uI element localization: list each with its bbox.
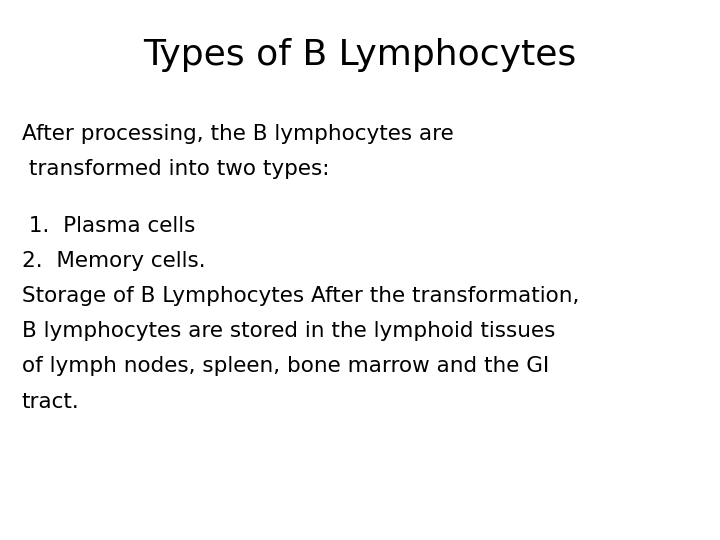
Text: tract.: tract.	[22, 392, 79, 411]
Text: of lymph nodes, spleen, bone marrow and the GI: of lymph nodes, spleen, bone marrow and …	[22, 356, 549, 376]
Text: Storage of B Lymphocytes After the transformation,: Storage of B Lymphocytes After the trans…	[22, 286, 579, 306]
Text: Types of B Lymphocytes: Types of B Lymphocytes	[143, 38, 577, 72]
Text: B lymphocytes are stored in the lymphoid tissues: B lymphocytes are stored in the lymphoid…	[22, 321, 555, 341]
Text: transformed into two types:: transformed into two types:	[22, 159, 329, 179]
Text: After processing, the B lymphocytes are: After processing, the B lymphocytes are	[22, 124, 454, 144]
Text: 1.  Plasma cells: 1. Plasma cells	[22, 216, 195, 236]
Text: 2.  Memory cells.: 2. Memory cells.	[22, 251, 205, 271]
